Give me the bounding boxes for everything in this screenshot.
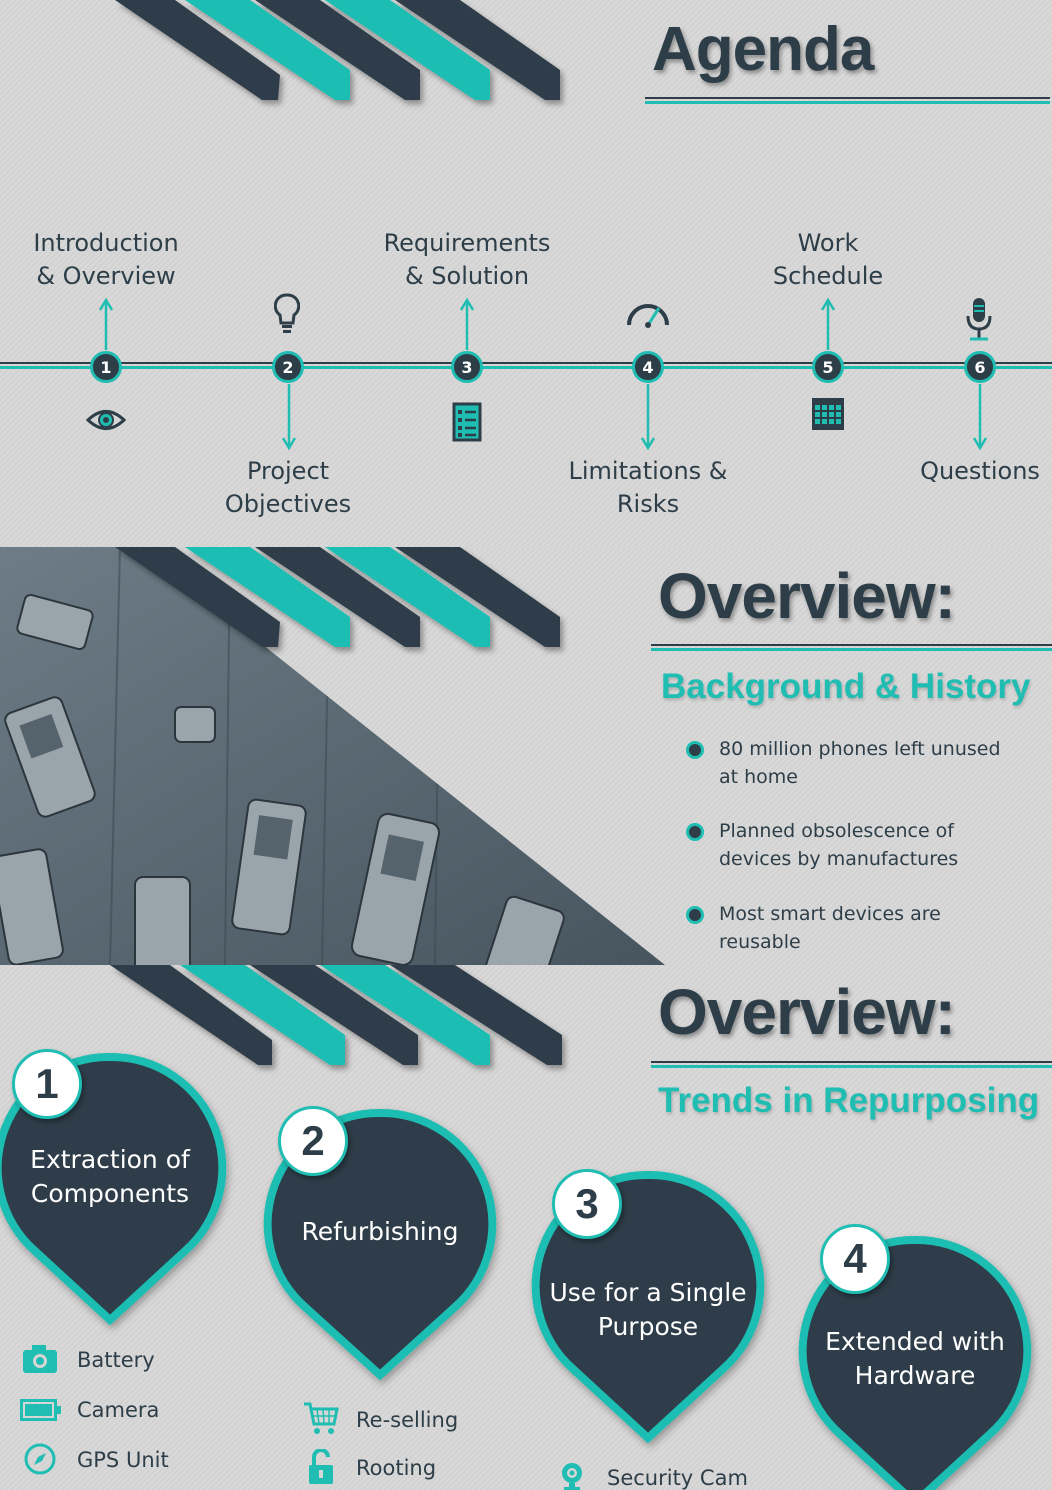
speedometer-icon — [627, 304, 669, 328]
agenda-item-line1: Limitations & — [568, 457, 728, 485]
section-subtitle: Trends in Repurposing — [658, 1081, 1040, 1120]
pin-label: Refurbishing — [280, 1215, 480, 1249]
section-subtitle: Background & History — [661, 667, 1031, 706]
cart-icon — [304, 1402, 339, 1434]
lightbulb-icon — [274, 293, 300, 333]
agenda-item-line1: Questions — [920, 457, 1040, 485]
pin-number-badge: 2 — [278, 1106, 348, 1176]
agenda-item-objectives: Project Objectives — [188, 455, 388, 521]
pin-number-badge: 3 — [552, 1169, 622, 1239]
timeline-node-2: 2 — [272, 351, 304, 383]
old-mobile-phones-photo — [0, 547, 665, 965]
bullet-dot — [686, 906, 704, 924]
timeline-line — [0, 362, 1052, 369]
agenda-item-line1: Requirements — [383, 229, 551, 257]
title-rule — [651, 644, 1052, 651]
pin-number-badge: 1 — [12, 1049, 82, 1119]
pin-label-line1: Use for a Single — [549, 1278, 747, 1307]
unlock-icon — [309, 1449, 333, 1484]
title-rule — [645, 97, 1050, 104]
agenda-item-line2: & Solution — [404, 262, 530, 290]
agenda-item-line1: Work — [797, 229, 859, 257]
pin-shapes — [0, 1052, 1032, 1490]
battery-icon — [20, 1399, 61, 1421]
agenda-item-limitations: Limitations & Risks — [548, 455, 748, 521]
timeline-node-3: 3 — [451, 351, 483, 383]
agenda-item-introduction: Introduction & Overview — [6, 227, 206, 293]
pin-label: Extended with Hardware — [815, 1325, 1015, 1393]
agenda-item-line2: & Overview — [36, 262, 176, 290]
refurbishing-item-rooting: Rooting — [356, 1456, 437, 1480]
agenda-slide: Agenda 1 2 3 4 5 6 Introduction & Overvi… — [0, 0, 1052, 547]
timeline-node-6: 6 — [964, 351, 996, 383]
bullet-line1: Planned obsolescence of — [719, 820, 954, 842]
checklist-icon — [452, 402, 482, 442]
agenda-item-line2: Objectives — [224, 490, 352, 518]
refurbishing-item-reselling: Re-selling — [356, 1408, 459, 1432]
pin-number-badge: 4 — [820, 1224, 890, 1294]
microphone-icon — [966, 298, 992, 341]
component-item-camera: Camera — [77, 1398, 160, 1422]
page-title: Overview: — [658, 976, 956, 1048]
bullet-dot — [686, 741, 704, 759]
bullet-line2: at home — [719, 766, 798, 788]
bullet-line2: devices by manufactures — [719, 848, 959, 870]
pin-label-line1: Extraction of — [30, 1145, 190, 1174]
page-title: Agenda — [652, 15, 874, 84]
agenda-item-requirements: Requirements & Solution — [367, 227, 567, 293]
pin-label: Extraction of Components — [10, 1143, 210, 1211]
timeline-node-1: 1 — [90, 351, 122, 383]
pin-label-line2: Purpose — [597, 1312, 699, 1341]
agenda-item-line2: Schedule — [772, 262, 884, 290]
pin-label-line1: Refurbishing — [301, 1217, 459, 1246]
webcam-icon — [562, 1463, 582, 1490]
overview-background-slide: Overview: Background & History 80 millio… — [0, 547, 1052, 965]
pin-label: Use for a Single Purpose — [548, 1276, 748, 1344]
overview-trends-slide: Overview: Trends in Repurposing 1 2 3 4 … — [0, 965, 1052, 1490]
bullet-line1: 80 million phones left unused — [719, 738, 1001, 760]
agenda-item-line2: Risks — [616, 490, 680, 518]
component-item-gps: GPS Unit — [77, 1448, 169, 1472]
camera-icon — [23, 1345, 57, 1373]
bullet-dot — [686, 823, 704, 841]
eye-icon — [86, 410, 126, 430]
pin-label-line1: Extended with — [825, 1327, 1005, 1356]
compass-icon — [24, 1443, 56, 1475]
timeline-node-4: 4 — [632, 351, 664, 383]
pin-label-line2: Hardware — [854, 1361, 976, 1390]
agenda-item-schedule: Work Schedule — [728, 227, 928, 293]
component-item-battery: Battery — [77, 1348, 155, 1372]
single-purpose-item-security-cam: Security Cam — [607, 1466, 748, 1490]
timeline-node-5: 5 — [812, 351, 844, 383]
bullet-line1: Most smart devices are — [719, 903, 941, 925]
calendar-icon — [812, 398, 844, 430]
page-title: Overview: — [658, 560, 956, 632]
title-rule — [651, 1061, 1052, 1068]
pin-label-line2: Components — [30, 1179, 190, 1208]
timeline-arrows — [98, 297, 988, 451]
agenda-item-questions: Questions — [880, 455, 1052, 488]
agenda-item-line1: Introduction — [33, 229, 179, 257]
agenda-item-line1: Project — [246, 457, 330, 485]
bullet-line2: reusable — [719, 931, 801, 953]
